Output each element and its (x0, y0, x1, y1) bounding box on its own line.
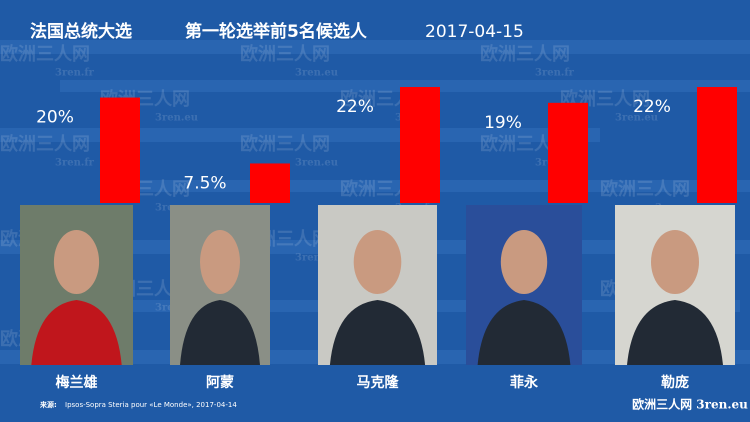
watermark: 欧洲三人网 (480, 133, 570, 155)
candidate-body (31, 300, 122, 365)
watermark: 3ren.eu (295, 158, 338, 169)
candidate-body (627, 300, 723, 365)
watermark: 3ren.eu (295, 68, 338, 79)
value-label: 19% (484, 113, 522, 133)
watermark: 3ren.eu (155, 113, 198, 124)
watermark: 欧洲三人网 (240, 43, 330, 65)
watermark: 3ren.fr (55, 158, 95, 169)
subtitle: 第一轮选举前5名候选人 (185, 21, 368, 42)
watermark: 3ren.fr (535, 68, 575, 79)
category-label: 马克隆 (357, 374, 400, 391)
candidate-body (180, 300, 260, 365)
category-label: 梅兰雄 (56, 374, 98, 391)
watermark: 欧洲三人网 (600, 178, 690, 200)
watermark: 欧洲三人网 (0, 43, 90, 65)
watermark: 3ren.eu (615, 113, 658, 124)
watermark: 欧洲三人网 (480, 43, 570, 65)
category-label: 阿蒙 (206, 374, 234, 391)
watermark: 3ren.fr (55, 68, 95, 79)
watermark: 欧洲三人网 (240, 133, 330, 155)
bar (400, 87, 440, 203)
category-label: 菲永 (510, 374, 539, 391)
source: Ipsos-Sopra Steria pour «Le Monde», 2017… (65, 401, 237, 409)
candidate-head (500, 230, 548, 294)
credit: 欧洲三人网 3ren.eu (632, 397, 748, 412)
bar (100, 97, 140, 203)
category-label: 勒庞 (661, 374, 689, 391)
watermark: 3ren.eu (295, 253, 338, 264)
candidate-head (200, 230, 240, 294)
candidate-head (53, 230, 100, 294)
candidate-body (477, 300, 571, 365)
value-label: 7.5% (183, 173, 226, 193)
value-label: 22% (633, 97, 671, 117)
candidate-head (651, 230, 699, 294)
bar (697, 87, 737, 203)
source-label: 来源: (39, 400, 57, 409)
candidate-body (329, 300, 426, 365)
candidate-head (353, 230, 402, 294)
title: 法国总统大选 (30, 21, 132, 42)
watermark: 欧洲三人网 (0, 133, 90, 155)
value-label: 22% (336, 97, 374, 117)
value-label: 20% (36, 108, 74, 128)
bar (548, 102, 588, 203)
bar (250, 163, 290, 203)
date: 2017-04-15 (425, 22, 524, 42)
